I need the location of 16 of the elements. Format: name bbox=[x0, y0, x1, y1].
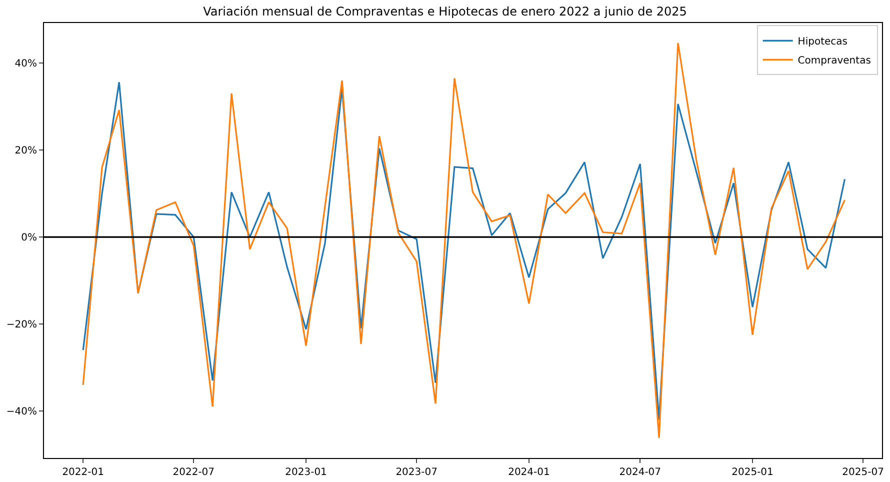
x-tick-label: 2025-01 bbox=[732, 467, 774, 478]
y-tick-label: −20% bbox=[6, 320, 37, 331]
x-tick-label: 2025-07 bbox=[842, 467, 884, 478]
chart-title: Variación mensual de Compraventas e Hipotecas de enero 2022 a junio de 2025 bbox=[203, 4, 687, 19]
x-tick-label: 2024-01 bbox=[508, 467, 550, 478]
legend-label: Compraventas bbox=[798, 56, 871, 67]
x-tick-label: 2022-07 bbox=[172, 467, 215, 478]
y-tick-label: −40% bbox=[6, 406, 37, 418]
y-tick-label: 20% bbox=[14, 146, 37, 157]
x-tick-label: 2023-07 bbox=[396, 467, 438, 478]
y-tick-label: 0% bbox=[21, 232, 37, 244]
x-tick-label: 2023-01 bbox=[285, 467, 327, 478]
x-tick-label: 2024-07 bbox=[619, 467, 662, 478]
x-tick-label: 2022-01 bbox=[62, 467, 104, 478]
y-tick-label: 40% bbox=[14, 58, 37, 70]
legend-label: Hipotecas bbox=[798, 36, 848, 48]
